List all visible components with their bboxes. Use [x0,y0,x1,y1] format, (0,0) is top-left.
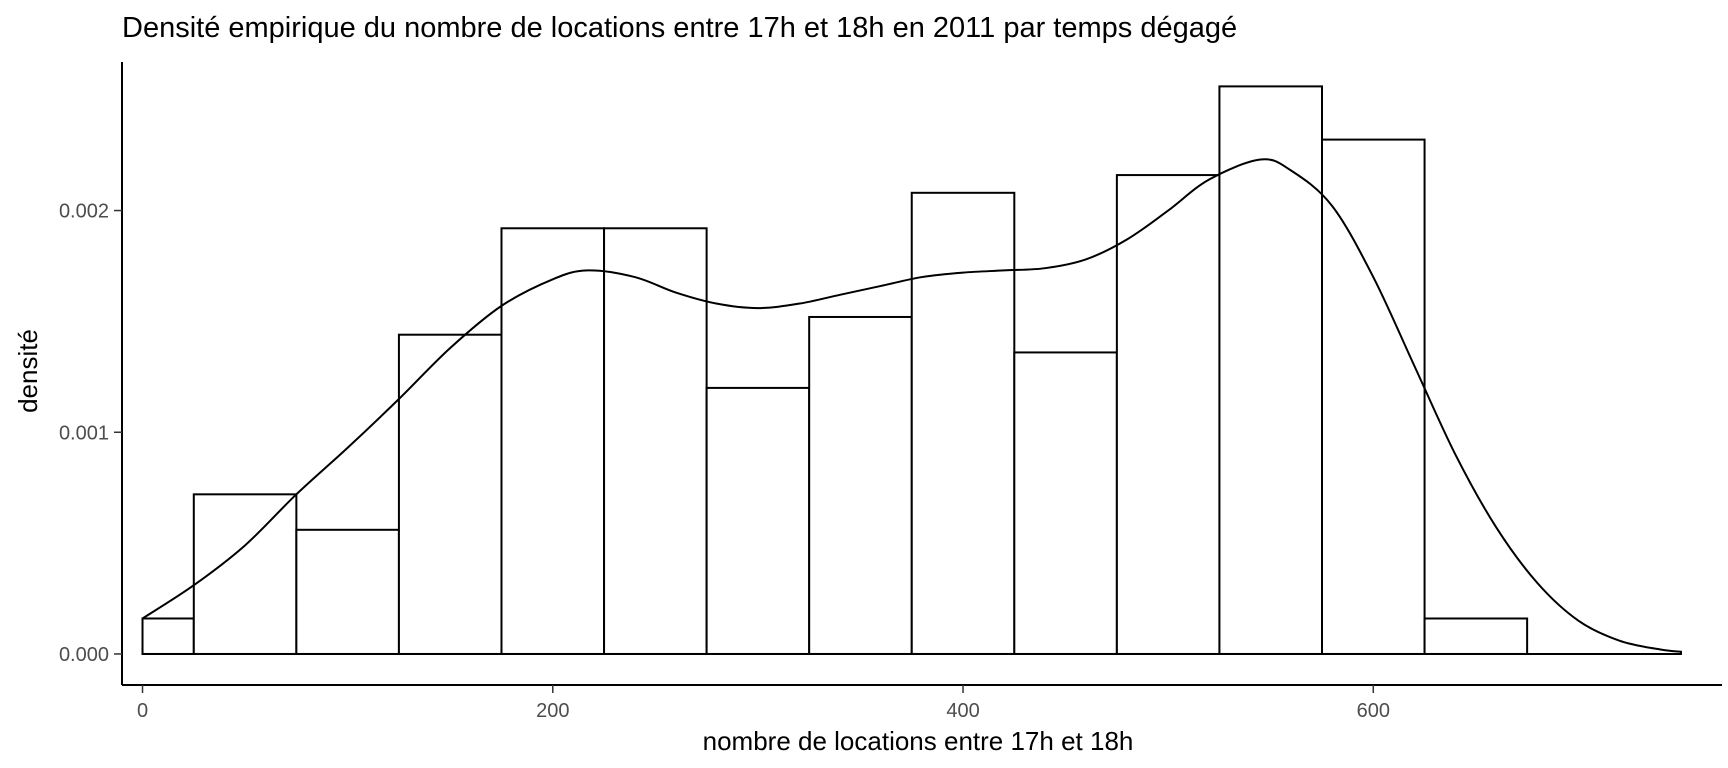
y-tick-label: 0.001 [59,422,109,444]
histogram-bar [397,333,503,655]
histogram-bar [808,315,913,655]
histogram-bar [603,227,708,655]
density-curve [141,158,1682,655]
x-axis-title: nombre de locations entre 17h et 18h [703,726,1134,756]
histogram-bar [1321,138,1426,655]
histogram-bar [1218,85,1324,655]
histogram-bar [1115,174,1221,655]
histogram-bar [141,617,195,655]
density-curve-layer [141,158,1682,655]
histogram-bar [1423,617,1529,655]
y-tick-label: 0.000 [59,644,109,666]
x-tick-label: 200 [536,700,569,722]
histogram-bar [705,386,811,655]
histogram-bar [910,191,1016,655]
y-axis-title: densité [13,329,43,413]
axes: 0 200 400 600 0.000 0.001 0.002 [59,62,1722,722]
histogram-bar [1013,351,1118,655]
histogram-bar [500,227,606,655]
histogram-bar [192,493,298,655]
x-tick-label: 600 [1357,700,1390,722]
y-tick-label: 0.002 [59,201,109,223]
x-tick-label: 400 [946,700,979,722]
histogram-bars [141,85,1529,655]
x-tick-label: 0 [137,700,148,722]
chart-title: Densité empirique du nombre de locations… [122,12,1238,44]
histogram-bar [295,528,400,655]
